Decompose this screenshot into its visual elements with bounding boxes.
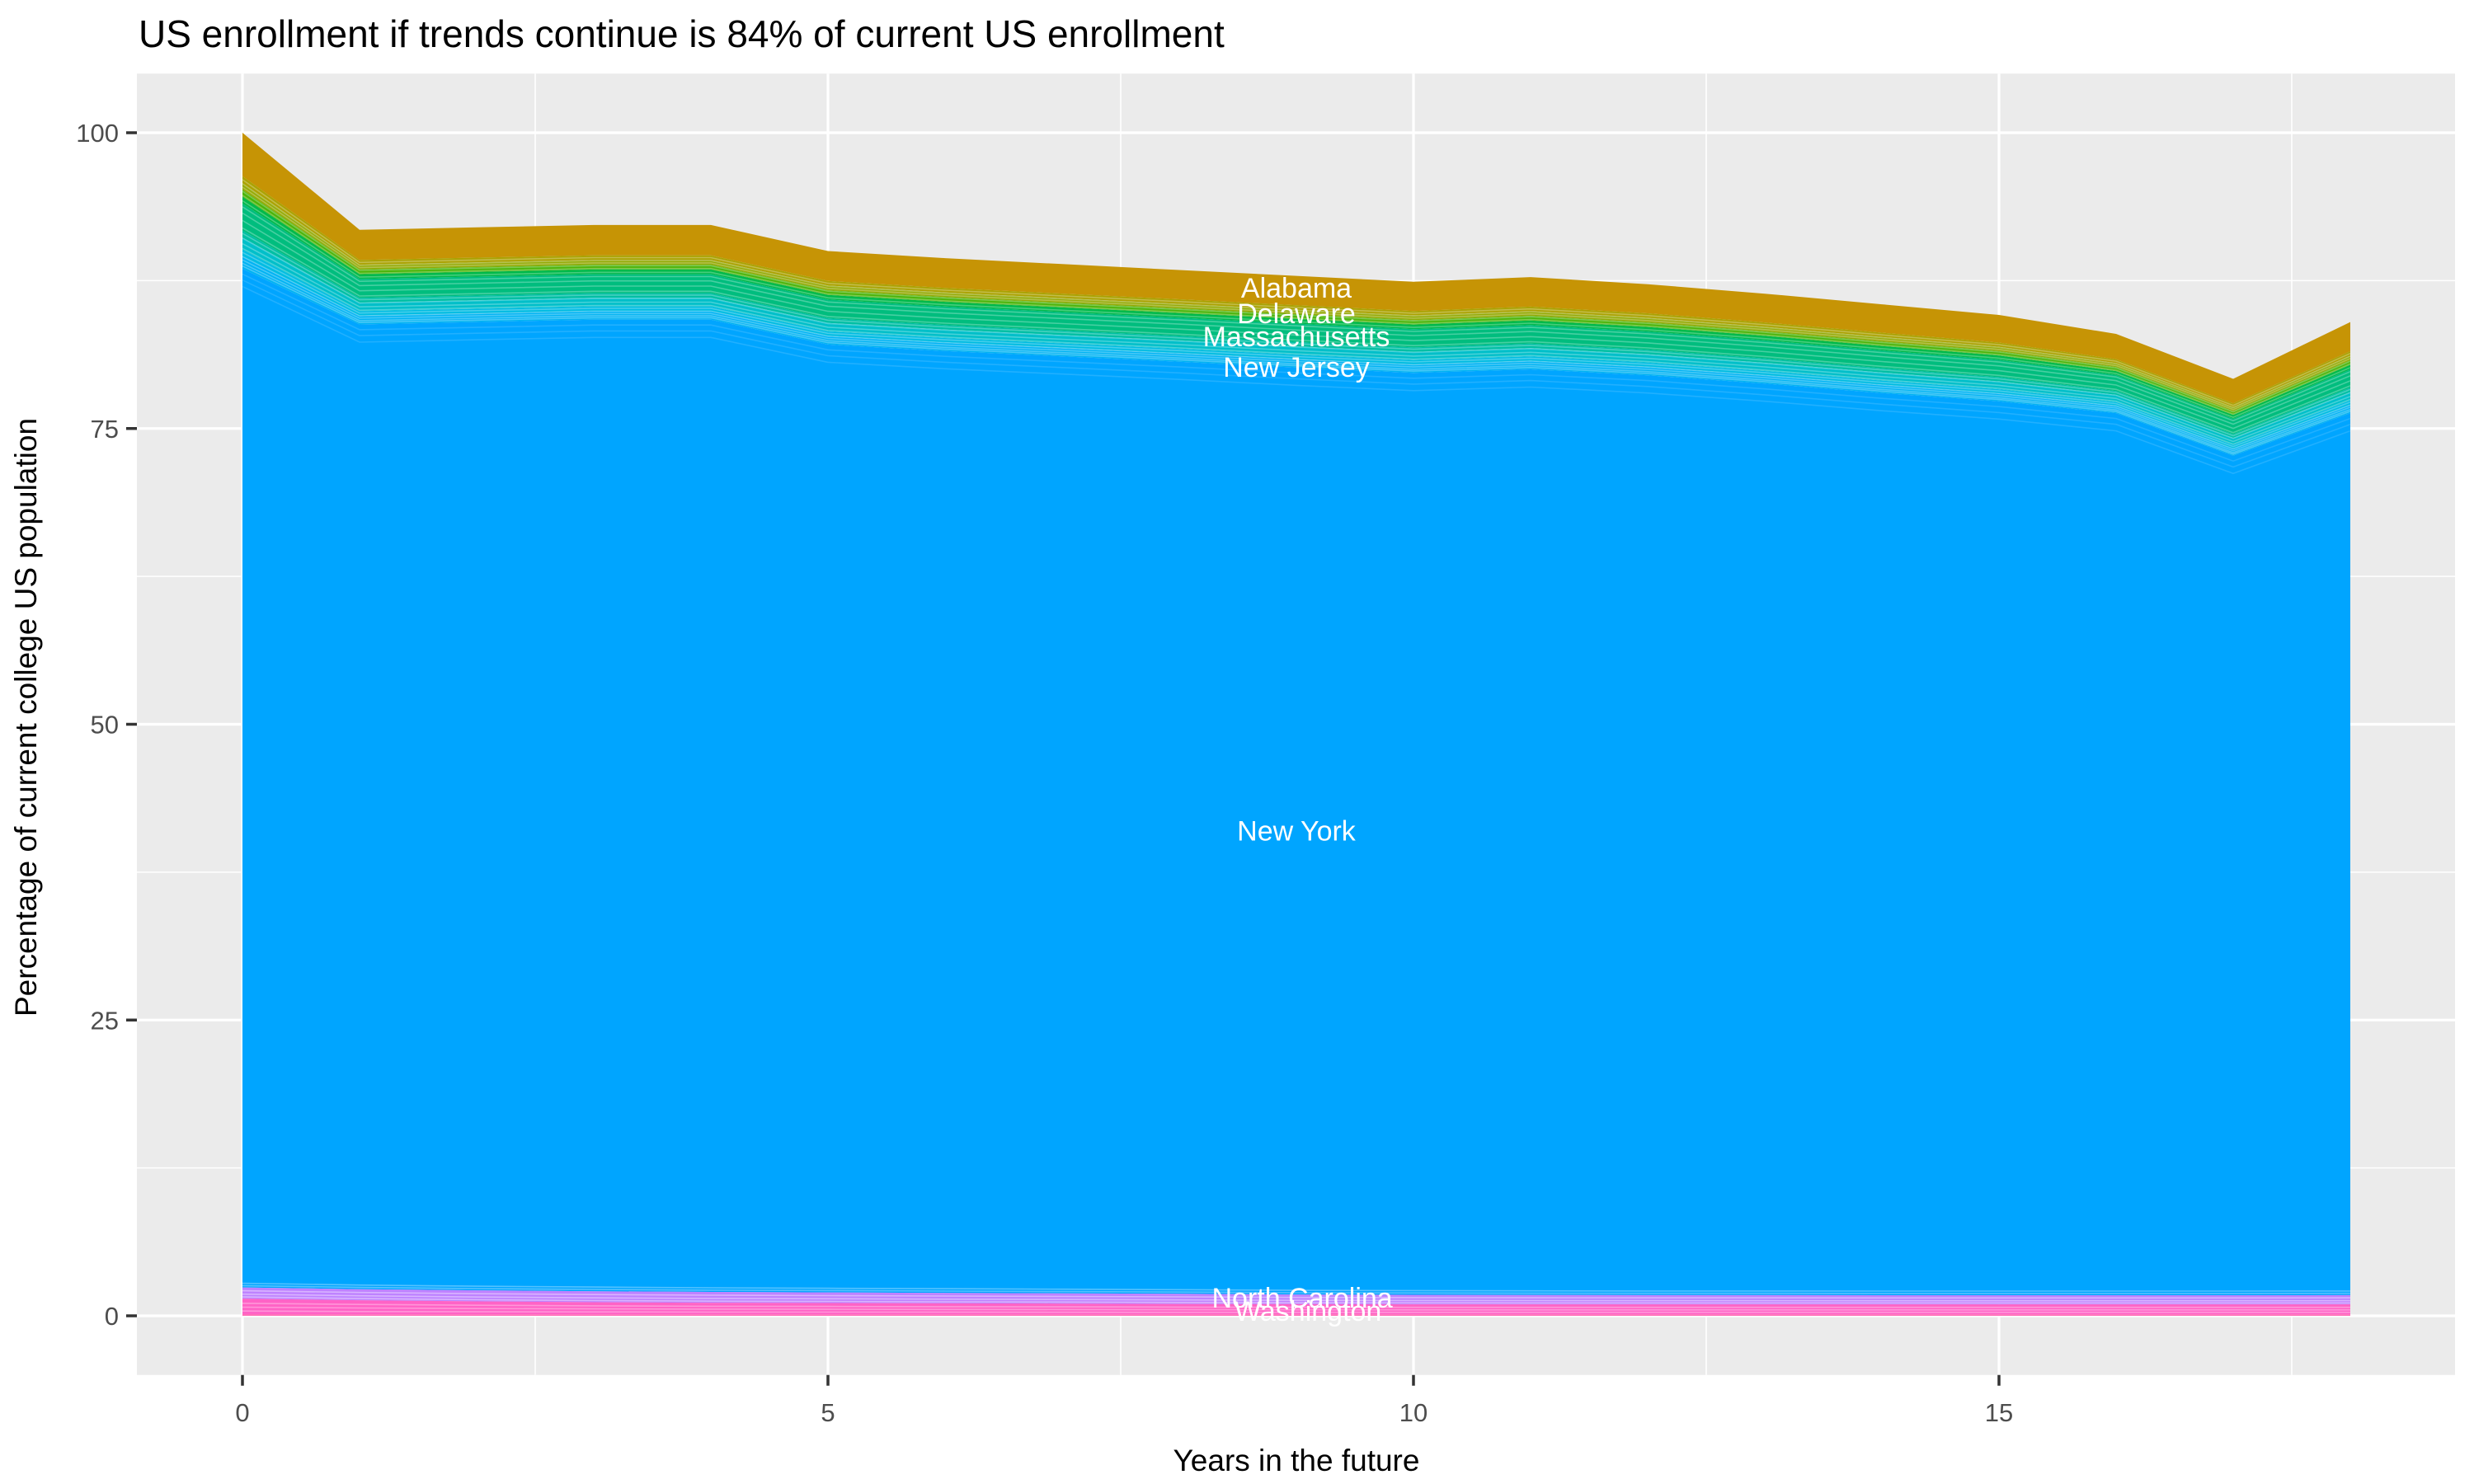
- axis-ticks: [126, 131, 2001, 1386]
- hairline: [242, 227, 2351, 434]
- hairline: [242, 1282, 2351, 1292]
- chart-title: US enrollment if trends continue is 84% …: [139, 12, 1225, 55]
- x-tick-label: 5: [821, 1398, 835, 1427]
- hairline: [242, 1310, 2350, 1313]
- state-label-new-jersey: New Jersey: [1223, 352, 1370, 383]
- area-layer-new-york-band: [242, 269, 2350, 1295]
- y-tick-label: 100: [76, 119, 119, 148]
- x-axis-title: Years in the future: [1174, 1444, 1420, 1477]
- micro-layer-hairlines: [242, 179, 2351, 1313]
- axis-tick-labels: 0 5 10 15 0 25 50 75 100: [76, 119, 2013, 1427]
- area-layer-bottom-sliver: [242, 1314, 2350, 1316]
- state-label-delaware: Delaware: [1237, 298, 1356, 330]
- y-tick-label: 25: [91, 1006, 119, 1035]
- hairline: [242, 206, 2351, 422]
- hairline: [242, 279, 2351, 468]
- hairline: [242, 200, 2351, 418]
- hairline: [242, 242, 2351, 443]
- y-tick-label: 0: [105, 1302, 119, 1331]
- hairline: [242, 1293, 2351, 1302]
- stacked-areas: [242, 133, 2350, 1316]
- x-tick-label: 0: [235, 1398, 249, 1427]
- state-labels: Alabama Delaware Massachusetts New Jerse…: [1203, 273, 1393, 1327]
- hairline: [242, 265, 2351, 455]
- hairline: [242, 183, 2351, 409]
- y-tick-label: 50: [91, 711, 119, 740]
- hairline: [242, 1303, 2350, 1308]
- hairline: [242, 195, 2351, 416]
- state-label-massachusetts: Massachusetts: [1203, 322, 1390, 353]
- hairline: [242, 219, 2351, 430]
- hairline: [242, 232, 2351, 437]
- state-label-north-carolina: North Carolina: [1211, 1283, 1392, 1314]
- state-label-washington: Washington: [1235, 1296, 1381, 1327]
- hairline: [242, 1284, 2351, 1294]
- hairline: [242, 190, 2351, 413]
- hairline: [242, 237, 2351, 439]
- hairline: [242, 1296, 2350, 1304]
- hairline: [242, 259, 2351, 452]
- hairline: [242, 262, 2351, 453]
- x-tick-label: 10: [1399, 1398, 1427, 1427]
- y-axis-title: Percentage of current college US populat…: [9, 418, 43, 1017]
- hairline: [242, 1289, 2351, 1299]
- area-layer-pink-band: [242, 1298, 2350, 1315]
- hairline: [242, 212, 2351, 425]
- state-label-alabama: Alabama: [1241, 273, 1352, 304]
- area-layer-violet-band: [242, 1287, 2350, 1305]
- hairline: [242, 251, 2351, 448]
- hairline: [242, 273, 2351, 463]
- x-tick-label: 15: [1985, 1398, 2013, 1427]
- y-tick-label: 75: [91, 415, 119, 444]
- hairline: [242, 256, 2351, 450]
- state-label-new-york: New York: [1237, 816, 1357, 848]
- hairline: [242, 186, 2351, 411]
- hairline: [242, 1306, 2350, 1311]
- hairline: [242, 179, 2351, 406]
- hairline: [242, 247, 2351, 445]
- hairline: [242, 285, 2351, 475]
